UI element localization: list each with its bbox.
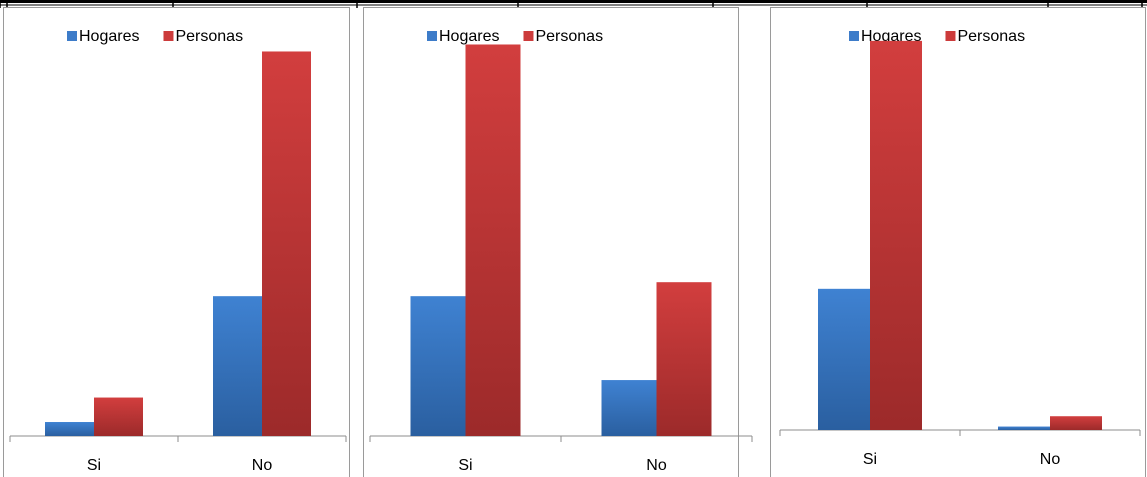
x-tick-label-si: Si — [87, 457, 101, 474]
bar-personas-no — [656, 282, 712, 436]
bar-hogares-no — [213, 296, 262, 436]
bar-personas-no — [1050, 416, 1102, 430]
legend-label-personas: Personas — [175, 28, 243, 45]
bar-hogares-si — [410, 296, 466, 436]
legend-label-hogares: Hogares — [79, 28, 139, 45]
legend-swatch-hogares — [67, 31, 77, 41]
legend-swatch-hogares — [427, 31, 437, 41]
bar-hogares-si — [45, 422, 94, 436]
legend-label-hogares: Hogares — [861, 28, 921, 45]
legend-swatch-personas — [163, 31, 174, 41]
x-tick-label-si: Si — [458, 457, 472, 474]
legend-label-personas: Personas — [535, 28, 603, 45]
bar-personas-si — [94, 397, 143, 436]
legend-label-personas: Personas — [957, 28, 1025, 45]
bar-personas-si — [465, 44, 521, 436]
x-tick-label-no: No — [646, 457, 667, 474]
bar-personas-si — [870, 40, 922, 430]
x-tick-label-no: No — [252, 457, 273, 474]
x-tick-label-no: No — [1040, 451, 1061, 468]
bar-personas-no — [262, 51, 311, 436]
top-border — [0, 0, 1147, 6]
legend-label-hogares: Hogares — [439, 28, 499, 45]
legend-swatch-personas — [523, 31, 534, 41]
bar-hogares-no — [601, 380, 657, 436]
bar-hogares-si — [818, 288, 870, 430]
legend-swatch-personas — [945, 31, 956, 41]
x-tick-label-si: Si — [863, 451, 877, 468]
legend-swatch-hogares — [849, 31, 859, 41]
bar-hogares-no — [998, 426, 1050, 430]
